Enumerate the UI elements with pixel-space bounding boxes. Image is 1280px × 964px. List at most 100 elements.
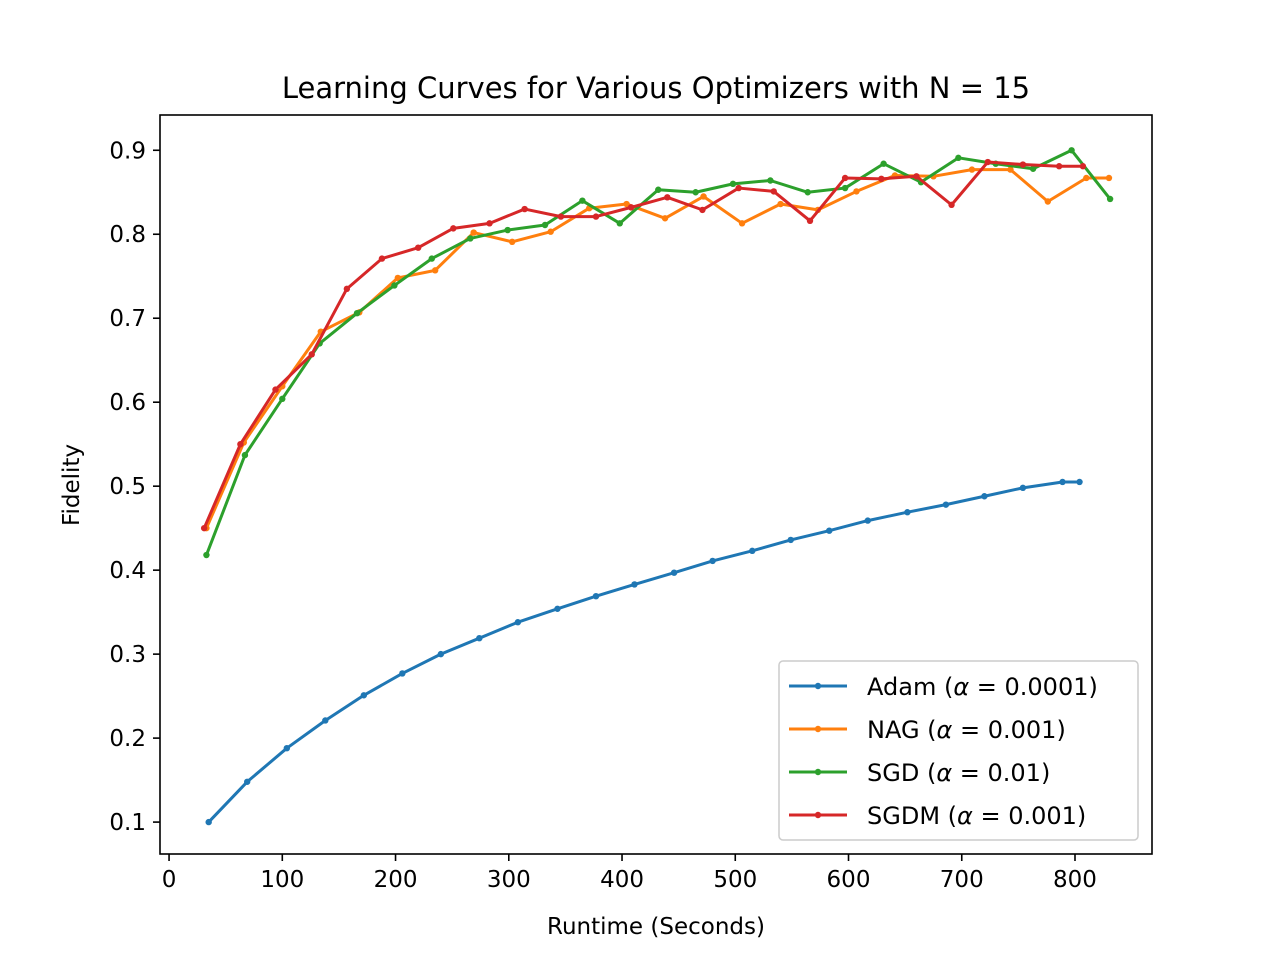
y-tick-label: 0.3 xyxy=(109,642,146,668)
data-point-adam xyxy=(514,619,522,626)
x-tick-label: 200 xyxy=(374,867,418,893)
data-point-sgdm xyxy=(984,158,991,166)
data-point-sgdm xyxy=(878,175,885,183)
data-point-nag xyxy=(700,193,707,200)
data-point-sgd xyxy=(203,551,210,559)
data-point-sgd xyxy=(880,160,887,167)
data-point-adam xyxy=(787,536,794,544)
legend-entry-adam: Adam (α = 0.0001) xyxy=(789,673,1098,701)
data-point-adam xyxy=(942,501,950,508)
data-point-nag xyxy=(431,267,439,274)
axes-frame xyxy=(159,114,1153,855)
data-point-nag xyxy=(623,200,630,208)
y-tick-label: 0.2 xyxy=(109,726,146,752)
data-point-sgdm xyxy=(1055,163,1063,170)
data-point-adam xyxy=(283,744,291,752)
data-point-nag xyxy=(738,220,746,227)
data-point-sgd xyxy=(541,221,549,229)
data-point-sgdm xyxy=(664,194,671,201)
series-line-adam xyxy=(206,480,1082,825)
legend-label-nag: NAG (α = 0.001) xyxy=(867,716,1066,744)
data-point-sgdm xyxy=(948,201,955,209)
data-point-adam xyxy=(1059,478,1066,486)
plot-area xyxy=(200,147,1114,826)
data-point-sgdm xyxy=(308,351,315,358)
data-point-nag xyxy=(1083,174,1090,182)
data-point-adam xyxy=(904,509,911,516)
data-point-nag xyxy=(470,229,477,236)
y-tick-label: 0.4 xyxy=(109,558,146,584)
x-tick-label: 300 xyxy=(487,867,531,893)
data-point-adam xyxy=(592,592,600,600)
data-point-sgd xyxy=(841,184,849,192)
legend-marker-sgd xyxy=(814,768,822,776)
data-point-sgdm xyxy=(1079,163,1087,170)
data-point-sgdm xyxy=(841,174,849,182)
x-tick-label: 400 xyxy=(600,867,644,893)
data-point-sgd xyxy=(692,189,699,196)
data-point-sgd xyxy=(504,226,511,234)
data-point-sgdm xyxy=(770,188,777,195)
legend-label-sgd: SGD (α = 0.01) xyxy=(867,759,1050,787)
legend-label-adam: Adam (α = 0.0001) xyxy=(867,673,1098,701)
data-point-nag xyxy=(968,166,976,173)
data-point-sgd xyxy=(804,189,811,196)
data-point-sgdm xyxy=(200,524,208,532)
data-point-sgd xyxy=(767,177,774,184)
data-point-adam xyxy=(322,717,329,724)
data-point-sgdm xyxy=(343,285,351,293)
data-point-sgdm xyxy=(1019,161,1027,168)
data-point-sgd xyxy=(729,180,737,188)
legend-label-sgdm: SGDM (α = 0.001) xyxy=(867,802,1086,830)
legend-marker-sgdm xyxy=(814,811,822,819)
data-point-sgdm xyxy=(913,173,920,180)
data-point-adam xyxy=(437,650,445,658)
data-point-sgdm xyxy=(237,440,244,448)
data-point-adam xyxy=(205,818,212,826)
data-point-sgd xyxy=(391,282,398,289)
data-point-sgd xyxy=(1029,165,1037,172)
data-point-sgdm xyxy=(557,213,565,220)
legend-box xyxy=(778,660,1139,841)
legend-marker-adam xyxy=(814,682,822,690)
data-point-sgdm xyxy=(450,225,457,232)
data-point-nag xyxy=(853,188,860,195)
series-adam xyxy=(205,478,1083,826)
legend-entry-sgd: SGD (α = 0.01) xyxy=(789,759,1050,787)
x-tick-label: 100 xyxy=(260,867,304,893)
series-line-sgdm xyxy=(202,160,1085,531)
y-tick-label: 0.6 xyxy=(109,390,146,416)
data-point-sgd xyxy=(955,154,962,162)
chart-title: Learning Curves for Various Optimizers w… xyxy=(282,71,1030,105)
data-point-sgdm xyxy=(592,213,600,220)
data-point-adam xyxy=(826,527,833,534)
legend-marker-nag xyxy=(814,725,822,733)
data-point-sgd xyxy=(616,220,623,227)
y-tick-label: 0.5 xyxy=(109,474,146,500)
data-point-adam xyxy=(749,547,756,555)
x-tick-label: 600 xyxy=(827,867,871,893)
data-point-adam xyxy=(360,692,368,699)
data-point-adam xyxy=(864,517,871,524)
x-tick-label: 0 xyxy=(162,867,177,893)
data-point-sgd xyxy=(279,395,286,403)
data-point-adam xyxy=(554,605,561,612)
data-point-adam xyxy=(476,634,483,642)
data-point-sgd xyxy=(579,197,586,204)
data-point-sgdm xyxy=(486,220,493,227)
data-point-nag xyxy=(508,238,516,246)
data-point-sgdm xyxy=(699,206,706,214)
data-point-sgdm xyxy=(414,244,422,251)
x-tick-label: 500 xyxy=(713,867,757,893)
data-point-nag xyxy=(661,215,669,222)
data-point-nag xyxy=(1044,198,1052,205)
legend-entry-nag: NAG (α = 0.001) xyxy=(789,716,1066,744)
data-point-adam xyxy=(244,778,251,785)
data-point-nag xyxy=(1007,166,1014,173)
data-point-sgdm xyxy=(378,255,386,262)
data-point-sgd xyxy=(655,186,662,193)
data-point-sgdm xyxy=(272,386,279,393)
legend: Adam (α = 0.0001) NAG (α = 0.001) SGD (α =… xyxy=(778,660,1139,841)
data-point-sgdm xyxy=(521,205,528,213)
